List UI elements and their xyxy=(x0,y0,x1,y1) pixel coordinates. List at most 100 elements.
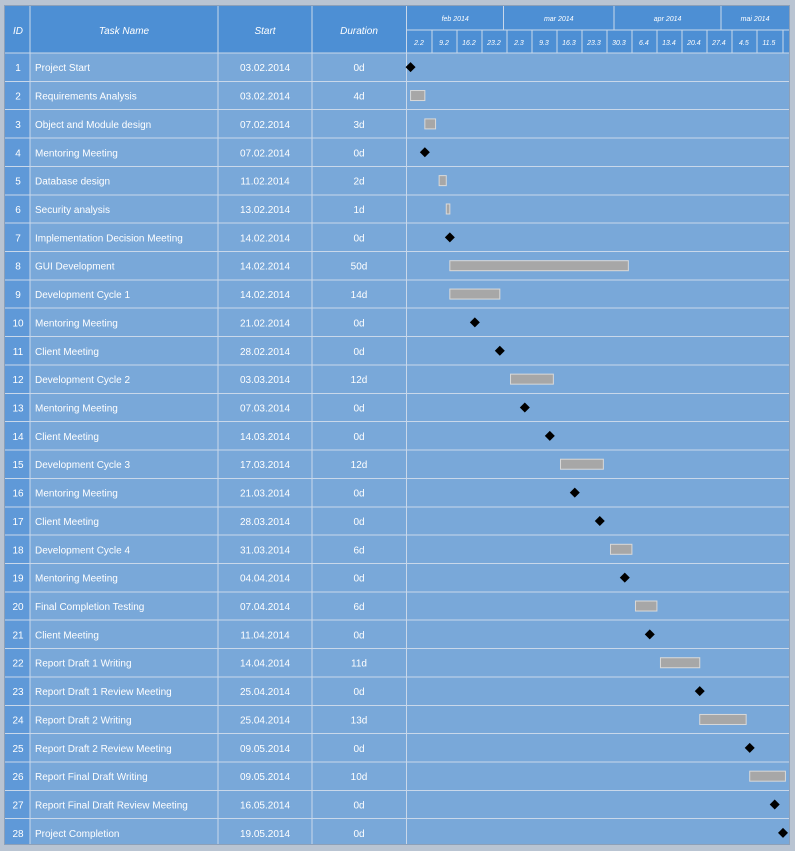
task-name: Mentoring Meeting xyxy=(35,489,118,500)
task-id: 6 xyxy=(15,205,21,216)
header-task-name: Task Name xyxy=(99,26,150,37)
task-id: 11 xyxy=(13,347,24,358)
task-id: 5 xyxy=(15,177,21,188)
task-name: Client Meeting xyxy=(35,630,99,641)
week-label: 20.4 xyxy=(686,40,701,47)
task-start: 21.03.2014 xyxy=(240,489,290,500)
task-duration: 14d xyxy=(351,290,368,301)
task-start: 07.02.2014 xyxy=(240,120,290,131)
task-name: Report Draft 1 Review Meeting xyxy=(35,687,172,698)
task-start: 09.05.2014 xyxy=(240,772,290,783)
task-id: 13 xyxy=(12,404,24,415)
task-start: 14.02.2014 xyxy=(240,290,290,301)
milestone-marker xyxy=(494,345,505,356)
task-name: Final Completion Testing xyxy=(35,602,144,613)
milestone-marker xyxy=(744,742,755,753)
task-name: Development Cycle 1 xyxy=(35,290,130,301)
task-start: 31.03.2014 xyxy=(240,545,290,556)
task-name: Report Final Draft Writing xyxy=(35,772,148,783)
milestone-marker xyxy=(769,799,780,810)
task-name: Implementation Decision Meeting xyxy=(35,233,183,244)
gantt-chart: ID Task Name Start Duration feb 2014 mar 2014… xyxy=(4,5,790,848)
task-name: Client Meeting xyxy=(35,347,99,358)
task-start: 09.05.2014 xyxy=(240,744,290,755)
task-duration: 3d xyxy=(353,120,364,131)
task-id: 17 xyxy=(12,517,24,528)
week-label: 23.2 xyxy=(486,40,501,47)
milestone-marker xyxy=(405,62,416,73)
task-start: 14.02.2014 xyxy=(240,262,290,273)
task-bar xyxy=(438,175,447,187)
task-bar xyxy=(424,118,437,130)
task-name: Report Draft 2 Review Meeting xyxy=(35,744,172,755)
milestone-marker xyxy=(644,629,655,640)
task-duration: 0d xyxy=(353,432,364,443)
task-duration: 12d xyxy=(351,460,368,471)
task-id: 18 xyxy=(12,545,24,556)
task-start: 07.02.2014 xyxy=(240,148,290,159)
task-duration: 0d xyxy=(353,744,364,755)
month-label: mar 2014 xyxy=(544,16,574,23)
task-id: 22 xyxy=(12,659,24,670)
task-duration: 0d xyxy=(353,489,364,500)
task-bar xyxy=(410,90,426,102)
task-duration: 0d xyxy=(353,687,364,698)
header-duration: Duration xyxy=(340,26,378,37)
task-duration: 0d xyxy=(353,574,364,585)
task-id: 19 xyxy=(12,574,24,585)
task-duration: 0d xyxy=(353,517,364,528)
task-name: Development Cycle 3 xyxy=(35,460,130,471)
task-name: Requirements Analysis xyxy=(35,92,137,103)
week-label: 9.2 xyxy=(439,40,449,47)
task-id: 20 xyxy=(12,602,24,613)
task-id: 26 xyxy=(12,772,24,783)
table-header-bg xyxy=(5,6,407,53)
task-id: 28 xyxy=(12,829,24,840)
task-duration: 10d xyxy=(351,772,368,783)
task-duration: 0d xyxy=(353,318,364,329)
task-id: 15 xyxy=(12,460,24,471)
task-name: Report Draft 2 Writing xyxy=(35,715,132,726)
task-start: 03.02.2014 xyxy=(240,63,290,74)
task-id: 23 xyxy=(12,687,24,698)
week-label: 6.4 xyxy=(639,40,649,47)
task-bar xyxy=(749,770,786,782)
task-start: 16.05.2014 xyxy=(240,801,290,812)
task-name: Security analysis xyxy=(35,205,110,216)
task-id: 14 xyxy=(12,432,24,443)
week-label: 11.5 xyxy=(762,40,775,47)
task-id: 9 xyxy=(15,290,21,301)
week-label: 4.5 xyxy=(739,40,749,47)
task-start: 07.03.2014 xyxy=(240,404,290,415)
week-label: 2.3 xyxy=(513,40,524,47)
gantt-svg: ID Task Name Start Duration feb 2014 mar 2014… xyxy=(5,6,789,848)
week-label: 27.4 xyxy=(711,40,726,47)
milestone-marker xyxy=(544,430,555,441)
week-label: 30.3 xyxy=(612,40,626,47)
task-bar xyxy=(659,657,701,669)
task-duration: 6d xyxy=(353,545,364,556)
task-start: 07.04.2014 xyxy=(240,602,290,613)
milestone-marker xyxy=(778,827,788,838)
task-duration: 0d xyxy=(353,148,364,159)
task-start: 03.02.2014 xyxy=(240,92,290,103)
task-duration: 0d xyxy=(353,801,364,812)
week-label: 9.3 xyxy=(539,40,549,47)
task-start: 14.04.2014 xyxy=(240,659,290,670)
month-label: feb 2014 xyxy=(442,16,469,23)
task-id: 2 xyxy=(15,92,21,103)
table-body-bg xyxy=(5,6,789,848)
week-label: 16.3 xyxy=(562,40,576,47)
task-id: 10 xyxy=(12,318,24,329)
task-name: Report Final Draft Review Meeting xyxy=(35,801,188,812)
task-duration: 4d xyxy=(353,92,364,103)
task-bar xyxy=(560,458,604,470)
task-duration: 0d xyxy=(353,347,364,358)
task-id: 25 xyxy=(12,744,24,755)
task-duration: 13d xyxy=(351,715,368,726)
task-bar xyxy=(510,373,554,385)
task-bar xyxy=(445,203,451,215)
header-start: Start xyxy=(254,26,276,37)
task-duration: 0d xyxy=(353,404,364,415)
task-bar xyxy=(699,713,747,725)
